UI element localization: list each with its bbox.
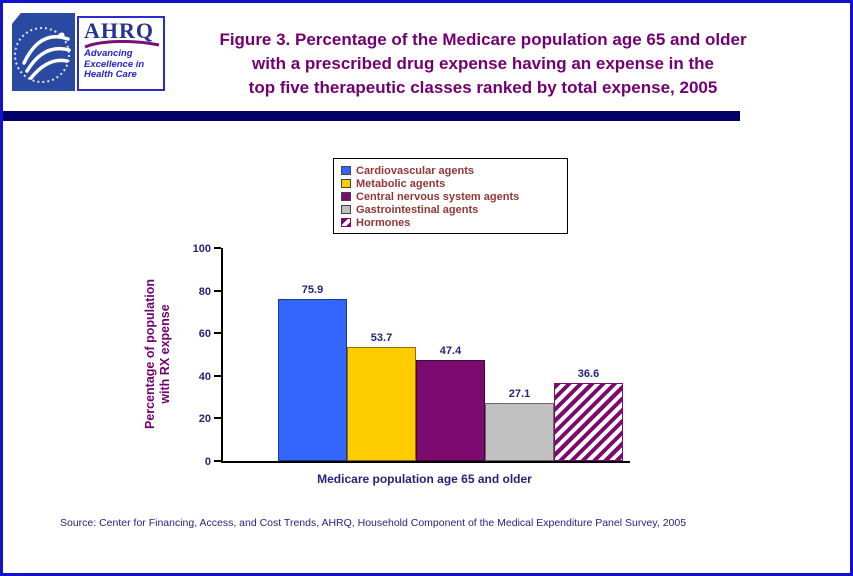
- ahrq-logo: AHRQ Advancing Excellence in Health Care: [77, 16, 165, 91]
- legend-item: Hormones: [341, 216, 567, 229]
- plot-area: 0 20 40 60 80 100 75.9 53.7 47.4 27.1 36.6: [193, 243, 630, 468]
- ahrq-tagline-line: Health Care: [84, 69, 137, 80]
- legend-label: Gastrointestinal agents: [356, 203, 479, 216]
- bar-metabolic-agents: [347, 346, 416, 461]
- ahrq-acronym: AHRQ: [84, 18, 154, 43]
- bar-group: 36.6: [554, 368, 623, 461]
- hhs-eagle-icon: [14, 27, 71, 83]
- legend-item: Cardiovascular agents: [341, 164, 567, 177]
- title-line: Figure 3. Percentage of the Medicare pop…: [219, 30, 747, 49]
- x-axis-title: Medicare population age 65 and older: [317, 472, 532, 486]
- legend-swatch-icon: [341, 192, 351, 201]
- y-tick-mark: [214, 332, 221, 335]
- legend-label: Metabolic agents: [356, 177, 446, 190]
- chart-legend: Cardiovascular agents Metabolic agents Cen…: [333, 158, 568, 234]
- legend-swatch-icon: [341, 218, 351, 227]
- legend-swatch-icon: [341, 179, 351, 188]
- ahrq-tagline-line: Excellence in: [84, 58, 145, 70]
- legend-label: Hormones: [356, 216, 411, 229]
- y-tick-mark: [214, 460, 221, 462]
- legend-label: Central nervous system agents: [356, 190, 520, 203]
- y-tick-label: 20: [198, 413, 211, 426]
- y-tick-label: 60: [198, 328, 211, 341]
- hhs-logo: [12, 13, 75, 91]
- title-line: top five therapeutic classes ranked by t…: [248, 78, 718, 97]
- ahrq-swoosh-icon: [84, 39, 160, 49]
- legend-swatch-icon: [341, 166, 351, 175]
- y-axis-title: Percentage of population with RX expense: [143, 243, 173, 465]
- y-tick-mark: [214, 374, 221, 377]
- bar-group: 53.7: [347, 332, 416, 461]
- y-tick-label: 100: [192, 243, 211, 255]
- y-tick-label: 80: [198, 285, 211, 298]
- legend-label: Cardiovascular agents: [356, 164, 474, 177]
- bar-central-nervous-system-agents: [416, 360, 485, 461]
- bar-group: 47.4: [416, 345, 485, 461]
- bar-value-label: 36.6: [577, 368, 600, 381]
- y-tick-label: 40: [198, 370, 211, 383]
- bar-value-label: 75.9: [301, 284, 324, 297]
- ahrq-tagline-line: Advancing: [84, 48, 133, 59]
- y-axis-title-line: Percentage of population: [143, 279, 157, 430]
- bar-gastrointestinal-agents: [485, 403, 554, 461]
- legend-item: Metabolic agents: [341, 177, 567, 190]
- bar-cardiovascular-agents: [278, 299, 347, 461]
- y-axis-title-line: with RX expense: [158, 304, 172, 404]
- y-tick-mark: [214, 289, 221, 292]
- bar-hormones: [554, 383, 623, 461]
- legend-item: Gastrointestinal agents: [341, 203, 567, 216]
- source-note: Source: Center for Financing, Access, an…: [60, 517, 687, 529]
- y-tick-label: 0: [204, 456, 211, 468]
- bar-value-label: 47.4: [439, 345, 462, 358]
- y-tick-mark: [214, 247, 221, 249]
- legend-item: Central nervous system agents: [341, 190, 567, 203]
- page-title: Figure 3. Percentage of the Medicare pop…: [171, 28, 795, 100]
- bar-group: 27.1: [485, 388, 554, 461]
- title-line: with a prescribed drug expense having an…: [252, 54, 714, 73]
- bar-value-label: 27.1: [508, 388, 531, 401]
- bar-group: 75.9: [278, 284, 347, 461]
- bar-series: 75.9 53.7 47.4 27.1 36.6: [278, 284, 623, 461]
- legend-swatch-icon: [341, 205, 351, 214]
- header-rule: [3, 111, 740, 121]
- y-tick-mark: [214, 417, 221, 420]
- bar-value-label: 53.7: [370, 331, 393, 344]
